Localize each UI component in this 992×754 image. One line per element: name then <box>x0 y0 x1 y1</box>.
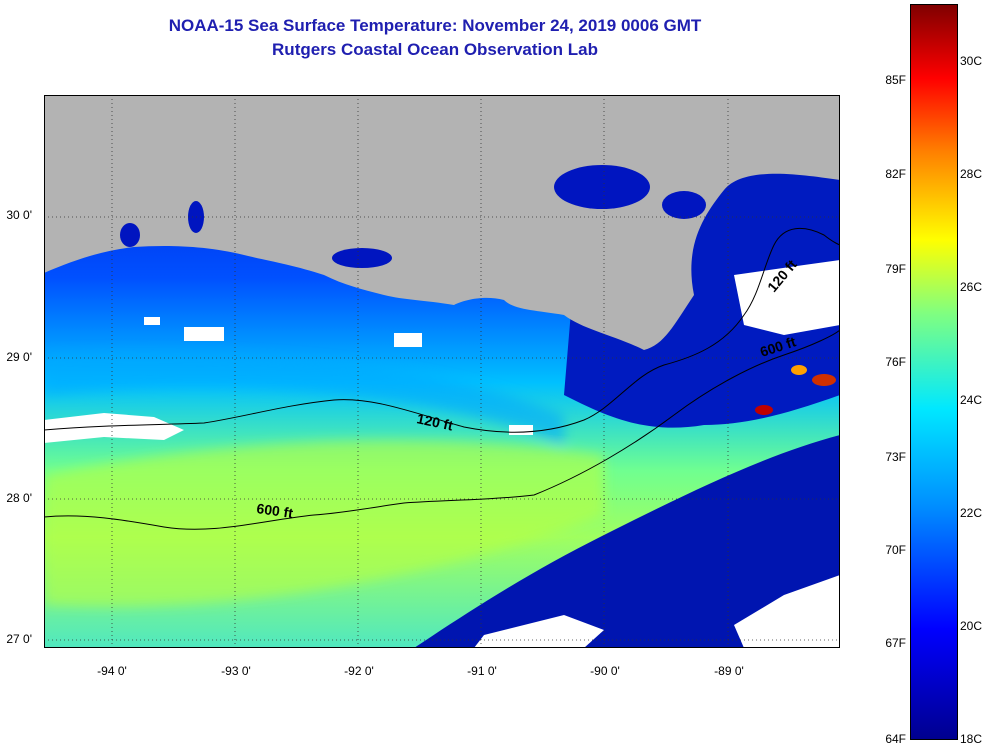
contour-label-600ft: 600 ft <box>256 500 295 521</box>
colorbar-label-c: 30C <box>960 54 983 68</box>
lat-tick-28: 28 0' <box>6 491 32 505</box>
temperature-colorbar <box>910 4 958 740</box>
cloud-east <box>734 260 840 335</box>
cloud-patch <box>394 333 422 347</box>
cloud-patch <box>509 425 533 435</box>
lat-tick-29: 29 0' <box>6 350 32 364</box>
colorbar-label-f: 73F <box>885 450 906 464</box>
lon-tick-89: -89 0' <box>714 664 744 678</box>
colorbar-label-c: 24C <box>960 393 983 407</box>
colorbar-label-c: 26C <box>960 280 983 294</box>
cloud-west <box>44 413 184 443</box>
warm-spot <box>755 405 773 415</box>
colorbar-label-f: 82F <box>885 167 906 181</box>
lake-borgne <box>662 191 706 219</box>
colorbar-label-f: 70F <box>885 543 906 557</box>
cloud-south <box>474 615 604 648</box>
land-area <box>44 95 840 350</box>
contour-label-120ft: 120 ft <box>415 410 454 433</box>
colorbar-label-f: 76F <box>885 355 906 369</box>
sabine-lake <box>120 223 140 247</box>
colorbar-label-f: 64F <box>885 732 906 746</box>
colorbar-label-f: 85F <box>885 73 906 87</box>
colorbar-label-c: 22C <box>960 506 983 520</box>
colorbar-label-f: 67F <box>885 636 906 650</box>
warm-spot <box>812 374 836 386</box>
lon-tick-90: -90 0' <box>590 664 620 678</box>
colorbar-label-f: 79F <box>885 262 906 276</box>
contour-120ft <box>44 227 840 433</box>
cloud-patch <box>184 327 224 341</box>
cool-band <box>44 352 564 445</box>
contour-600ft <box>44 329 840 530</box>
colorbar-label-c: 20C <box>960 619 983 633</box>
vermilion-bay <box>332 248 392 268</box>
warm-spot <box>791 365 807 375</box>
chart-subtitle: Rutgers Coastal Ocean Observation Lab <box>272 40 598 59</box>
lon-tick-92: -92 0' <box>344 664 374 678</box>
lat-tick-27: 27 0' <box>6 632 32 646</box>
colorbar-label-c: 18C <box>960 732 983 746</box>
colorbar-label-c: 28C <box>960 167 983 181</box>
warm-band <box>44 440 604 607</box>
lon-tick-93: -93 0' <box>221 664 251 678</box>
chart-title: NOAA-15 Sea Surface Temperature: Novembe… <box>168 16 702 35</box>
cloud-patch <box>144 317 160 325</box>
cloud-southeast <box>734 575 840 648</box>
lake-pontchartrain <box>554 165 650 209</box>
eastern-cool-water <box>414 435 840 648</box>
lon-tick-91: -91 0' <box>467 664 497 678</box>
sst-map: 120 ft 600 ft 600 ft 120 ft <box>44 95 840 648</box>
lon-tick-94: -94 0' <box>97 664 127 678</box>
lat-tick-30: 30 0' <box>6 208 32 222</box>
